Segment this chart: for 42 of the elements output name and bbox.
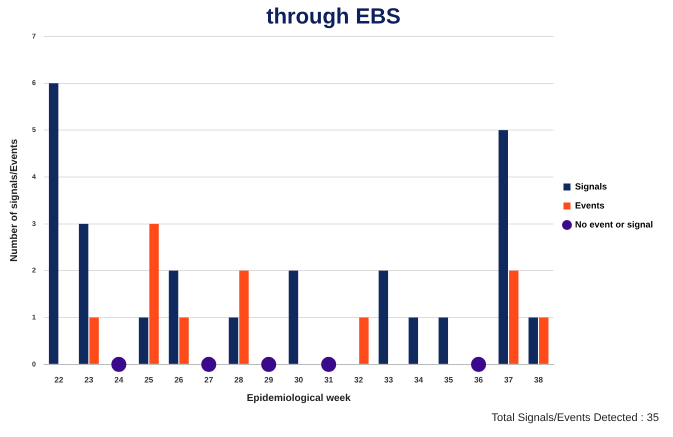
- x-tick-label: 38: [534, 375, 544, 384]
- x-tick-label: 36: [474, 375, 484, 384]
- x-tick-label: 27: [204, 375, 214, 384]
- x-tick-label: 37: [504, 375, 514, 384]
- bar: [528, 318, 538, 364]
- x-tick-label: 32: [354, 375, 364, 384]
- bar: [438, 318, 448, 364]
- bar: [378, 270, 388, 364]
- bar: [408, 318, 418, 364]
- chart-title: through EBS: [266, 3, 401, 28]
- x-tick-label: 24: [114, 375, 124, 384]
- x-tick-label: 23: [84, 375, 94, 384]
- bar: [89, 318, 99, 364]
- bar: [168, 270, 178, 364]
- legend-label: Events: [574, 200, 604, 210]
- x-tick-label: 34: [414, 375, 424, 384]
- x-tick-label: 31: [324, 375, 334, 384]
- x-axis-title: Epidemiological week: [246, 392, 352, 404]
- bar: [288, 270, 298, 364]
- bar: [539, 318, 548, 364]
- bar: [359, 318, 369, 364]
- legend-label: No event or signal: [574, 219, 654, 230]
- x-tick-label: 25: [144, 375, 154, 384]
- x-tick-label: 26: [174, 375, 184, 384]
- text: Total Signals/Events Detected : 35: [491, 412, 659, 424]
- y-axis-title: Number of signals/Events: [8, 138, 20, 262]
- legend-label: Signals: [574, 181, 607, 192]
- x-tick-label: 35: [444, 375, 454, 384]
- x-tick-label: 30: [294, 375, 304, 384]
- bar: [179, 318, 189, 364]
- bar: [48, 83, 58, 364]
- x-tick-label: 29: [264, 375, 274, 384]
- bar: [138, 318, 148, 364]
- bar: [78, 224, 88, 364]
- bar: [239, 270, 249, 364]
- x-tick-label: 28: [234, 375, 244, 384]
- x-tick-label: 22: [54, 375, 64, 384]
- bar: [228, 318, 238, 364]
- bar: [509, 270, 518, 364]
- bar: [498, 130, 508, 364]
- x-tick-label: 33: [384, 375, 394, 384]
- bar: [149, 224, 159, 364]
